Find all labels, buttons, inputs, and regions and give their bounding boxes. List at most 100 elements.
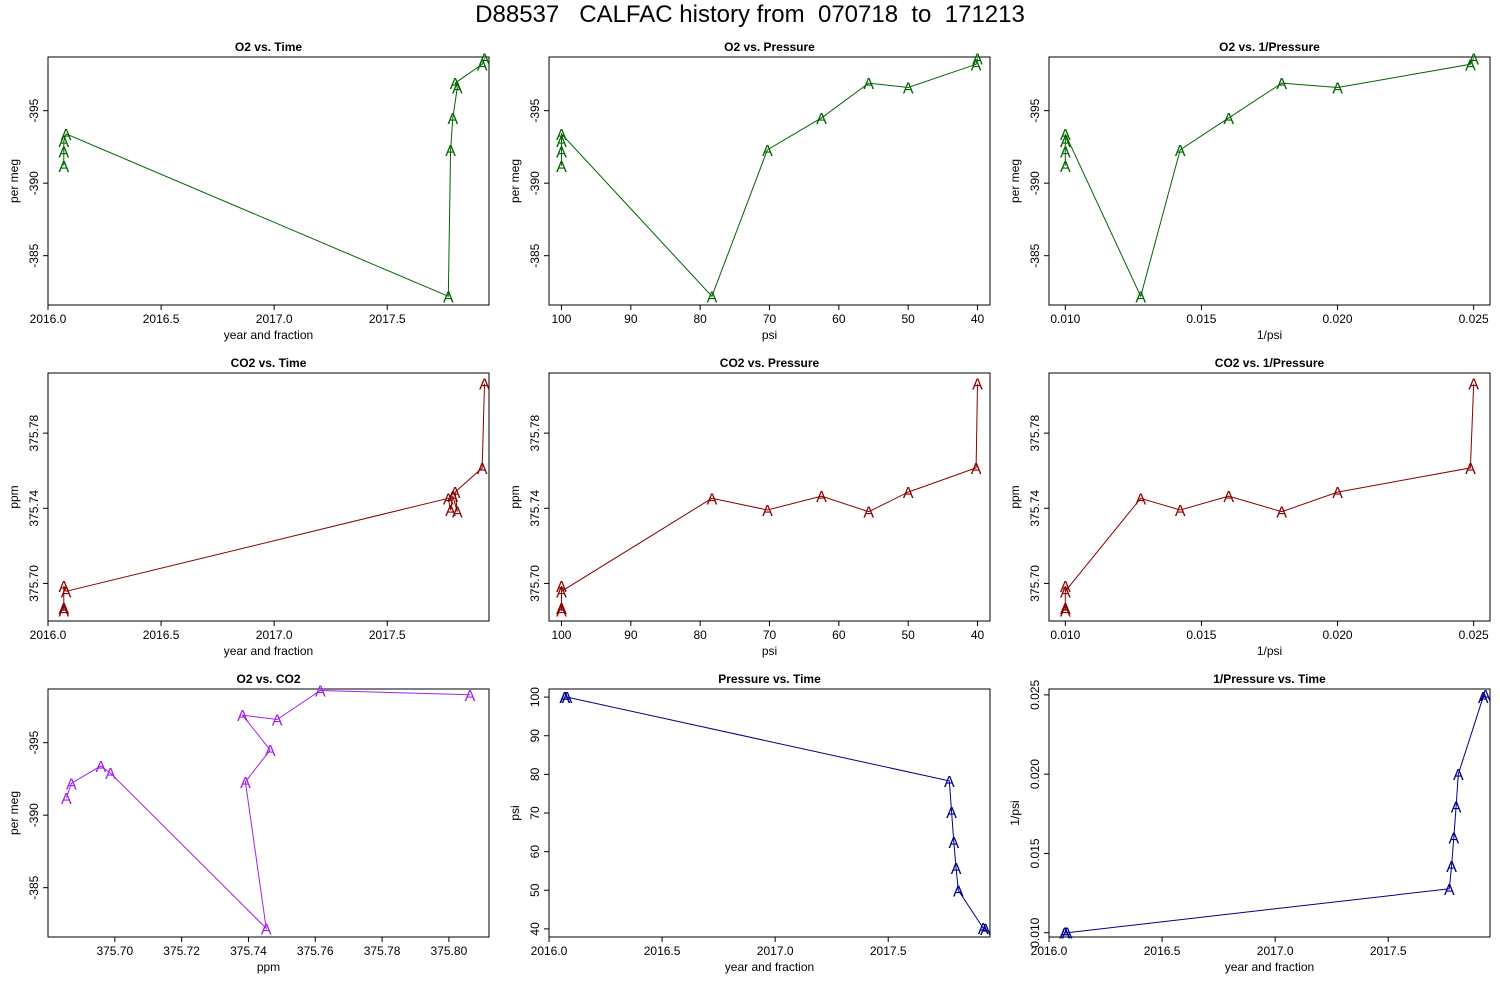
data-point: A (1060, 604, 1071, 621)
y-axis-label: per meg (1008, 159, 1022, 203)
y-tick-label: 50 (528, 883, 542, 897)
data-point: A (1444, 882, 1455, 899)
data-point: A (556, 144, 567, 161)
plot-frame (47, 372, 490, 622)
plot-frame (548, 56, 991, 306)
x-tick-label: 2016.5 (143, 312, 180, 326)
x-tick-label: 2017.0 (256, 628, 293, 642)
data-point: A (479, 377, 490, 394)
x-tick-label: 100 (551, 312, 571, 326)
x-tick-label: 40 (971, 312, 985, 326)
data-point: A (58, 144, 69, 161)
x-tick-label: 2017.5 (369, 312, 406, 326)
data-point: A (261, 921, 272, 938)
data-point: A (1453, 767, 1464, 784)
x-tick-label: 2016.5 (1144, 944, 1181, 958)
data-point: A (972, 51, 983, 68)
data-point: A (971, 57, 982, 74)
x-tick-label: 90 (624, 312, 638, 326)
x-tick-label: 2016.0 (30, 312, 67, 326)
data-point: A (556, 579, 567, 596)
x-axis-label: psi (762, 328, 777, 342)
series-line (1064, 383, 1475, 611)
data-point: A (946, 805, 957, 822)
chart-panel-9: 1/Pressure vs. Time 2016.0 2016.5 2017.0 201… (1008, 672, 1491, 974)
x-tick-label: 2017.5 (870, 944, 907, 958)
data-point: A (863, 76, 874, 93)
x-tick-label: 2017.0 (1257, 944, 1294, 958)
y-tick-label: 40 (528, 922, 542, 936)
data-point: A (1468, 377, 1479, 394)
data-point: A (556, 127, 567, 144)
x-tick-label: 0.010 (1050, 312, 1080, 326)
x-tick-label: 0.015 (1186, 312, 1216, 326)
x-tick-label: 100 (551, 628, 571, 642)
y-tick-label: 0.020 (1028, 759, 1042, 789)
x-tick-label: 2017.0 (256, 312, 293, 326)
plot-frame (548, 372, 991, 622)
data-point: A (1451, 800, 1462, 817)
data-point: A (1478, 690, 1489, 707)
x-tick-label: 375.70 (96, 944, 133, 958)
data-point: A (447, 111, 458, 128)
y-tick-label: 375.70 (27, 565, 41, 602)
data-point: A (1060, 601, 1071, 618)
x-tick-label: 2016.5 (143, 628, 180, 642)
data-point: A (1060, 134, 1071, 151)
panel-title: CO2 vs. 1/Pressure (1215, 356, 1325, 370)
x-tick-label: 80 (693, 628, 707, 642)
plot-frame (548, 688, 991, 938)
data-point: A (58, 134, 69, 151)
x-axis-label: year and fraction (224, 328, 313, 342)
data-point: A (61, 127, 72, 144)
data-point: A (477, 461, 488, 478)
panel-title: O2 vs. 1/Pressure (1219, 40, 1320, 54)
x-tick-label: 2017.5 (1370, 944, 1407, 958)
y-tick-label: -390 (1028, 171, 1042, 195)
x-tick-label: 2017.5 (369, 628, 406, 642)
y-tick-label: 90 (528, 729, 542, 743)
data-point: A (1465, 461, 1476, 478)
chart-panel-2: O2 vs. Pressure 100 90 80 70 60 50 40 -385 -390 -3… (508, 40, 991, 342)
y-axis-label: ppm (1008, 485, 1022, 508)
y-tick-label: 375.78 (27, 414, 41, 451)
x-tick-label: 80 (693, 312, 707, 326)
data-point: A (1332, 80, 1343, 97)
series-line (65, 689, 471, 930)
x-tick-label: 375.76 (297, 944, 334, 958)
x-axis-label: psi (762, 644, 777, 658)
x-tick-label: 0.020 (1323, 628, 1353, 642)
data-point: A (1059, 926, 1070, 943)
figure-title: D88537 CALFAC history from 070718 to 171… (475, 1, 1025, 28)
data-point: A (863, 505, 874, 522)
data-point: A (559, 690, 570, 707)
series-line (1064, 694, 1486, 934)
data-point: A (903, 80, 914, 97)
series-line (1064, 58, 1475, 298)
data-point: A (978, 921, 989, 938)
y-tick-label: 0.010 (1028, 917, 1042, 947)
data-point: A (479, 51, 490, 68)
panel-title: O2 vs. Time (235, 40, 302, 54)
panel-title: 1/Pressure vs. Time (1213, 672, 1326, 686)
panel-title: CO2 vs. Time (231, 356, 307, 370)
data-point: A (556, 584, 567, 601)
data-point: A (762, 143, 773, 160)
chart-panel-7: O2 vs. CO2 375.70 375.72 375.74 375.76 375.78… (7, 672, 490, 974)
data-point: A (477, 57, 488, 74)
panel-title: O2 vs. CO2 (236, 672, 300, 686)
plot-frame (47, 56, 490, 306)
x-tick-label: 50 (901, 628, 915, 642)
data-point: A (559, 690, 570, 707)
x-tick-label: 0.010 (1050, 628, 1080, 642)
x-tick-label: 2016.5 (644, 944, 681, 958)
data-point: A (816, 111, 827, 128)
data-point: A (61, 791, 72, 808)
data-point: A (447, 489, 458, 506)
panel-title: Pressure vs. Time (718, 672, 821, 686)
data-point: A (556, 601, 567, 618)
data-point: A (1175, 143, 1186, 160)
data-point: A (1223, 111, 1234, 128)
data-point: A (762, 503, 773, 520)
data-point: A (1060, 159, 1071, 176)
